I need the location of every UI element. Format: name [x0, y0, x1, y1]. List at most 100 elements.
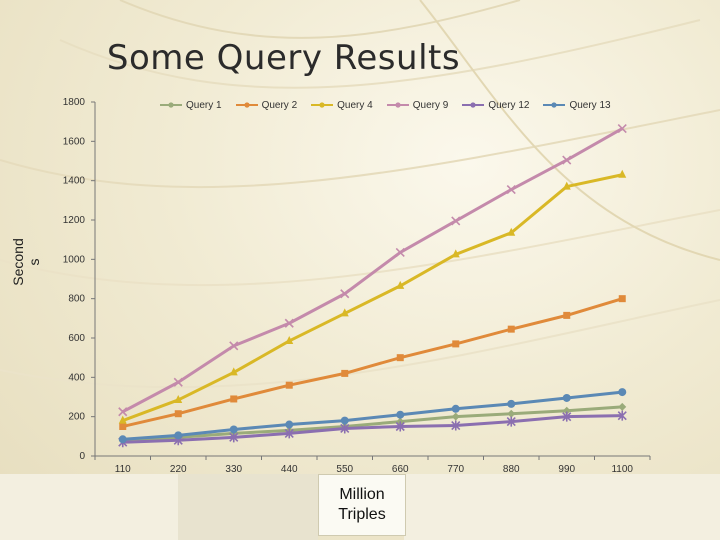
legend-item: Query 1: [160, 100, 222, 111]
data-point: [618, 295, 626, 303]
data-point: [507, 399, 516, 408]
data-point: [507, 409, 516, 418]
y-tick-label: 1400: [63, 176, 86, 187]
legend-swatch: [235, 102, 258, 108]
x-tick-label: 880: [503, 464, 520, 475]
data-point: [451, 216, 461, 226]
data-point: [173, 377, 183, 387]
data-point: [562, 181, 571, 190]
legend-label: Query 9: [412, 99, 449, 111]
x-tick-label: 660: [392, 464, 409, 475]
data-point: [562, 155, 572, 165]
series-line: [122, 127, 623, 414]
data-point: [396, 280, 405, 289]
y-tick-label: 600: [68, 333, 85, 344]
x-axis-label-box: Million Triples: [318, 474, 406, 536]
legend-swatch: [386, 102, 409, 108]
data-point: [340, 423, 350, 434]
legend-label: Query 2: [261, 99, 298, 111]
data-point: [118, 407, 128, 417]
data-point: [563, 311, 571, 319]
y-tick-label: 1200: [63, 215, 86, 226]
data-point: [452, 340, 460, 348]
footer-band-left: [0, 474, 178, 540]
data-point: [341, 369, 349, 377]
data-point: [284, 318, 294, 328]
legend-swatch: [543, 102, 566, 108]
y-tick-label: 1600: [63, 136, 86, 147]
data-point: [451, 412, 460, 421]
data-point: [562, 411, 572, 422]
legend-item: Query 9: [386, 99, 449, 111]
x-tick-label: 330: [225, 464, 242, 475]
data-point: [118, 435, 127, 444]
chart-legend: Query 1 Query 2 Query 4 Query 9 Query 12 Quer…: [160, 97, 611, 113]
x-tick-label: 110: [115, 464, 131, 475]
data-point: [285, 381, 293, 389]
legend-swatch: [160, 102, 182, 108]
legend-swatch: [462, 102, 485, 108]
slide-title: Some Query Results: [106, 38, 461, 78]
legend-item: Query 2: [235, 99, 298, 111]
legend-item: Query 4: [311, 100, 373, 111]
y-tick-label: 800: [68, 294, 85, 305]
data-point: [285, 420, 294, 429]
legend-swatch: [311, 102, 334, 108]
footer-band-middle: [178, 474, 318, 540]
data-point: [174, 431, 183, 440]
data-point: [396, 410, 405, 419]
x-tick-label: 550: [336, 464, 353, 475]
data-point: [230, 395, 238, 403]
data-point: [506, 184, 516, 195]
data-point: [174, 394, 183, 403]
y-tick-label: 0: [79, 451, 85, 462]
series-line: [122, 414, 623, 444]
x-tick-label: 440: [281, 464, 298, 475]
x-axis-label: Million Triples: [319, 485, 405, 525]
legend-item: Query 12: [462, 100, 529, 111]
x-tick-label: 220: [170, 464, 187, 475]
data-point: [119, 423, 127, 430]
data-point: [562, 406, 571, 415]
series-line: [122, 390, 623, 441]
legend-label: Query 12: [488, 99, 530, 111]
data-point: [174, 410, 182, 418]
data-point: [618, 388, 627, 397]
data-point: [617, 410, 627, 421]
data-point: [451, 420, 461, 431]
data-point: [118, 415, 127, 424]
data-point: [507, 227, 516, 236]
data-point: [229, 367, 238, 376]
data-point: [229, 432, 239, 443]
x-axis-label-line: Million: [339, 486, 385, 503]
data-point: [451, 404, 460, 413]
data-point: [618, 169, 627, 178]
data-point: [340, 416, 349, 425]
data-point: [285, 335, 294, 344]
data-point: [340, 289, 350, 299]
data-point: [395, 247, 405, 258]
data-point: [229, 425, 238, 434]
x-tick-label: 990: [558, 464, 575, 475]
legend-item: Query 13: [543, 99, 611, 111]
series-line: [122, 173, 623, 423]
legend-label: Query 1: [186, 99, 222, 111]
y-tick-label: 200: [68, 412, 85, 423]
x-tick-label: 1100: [611, 464, 633, 475]
y-tick-label: 1000: [63, 254, 86, 265]
legend-label: Query 13: [569, 99, 611, 111]
data-point: [618, 402, 627, 411]
data-point: [562, 393, 571, 402]
data-point: [340, 308, 349, 317]
legend-label: Query 4: [337, 99, 373, 111]
data-point: [507, 325, 515, 333]
x-tick-label: 770: [447, 464, 464, 475]
data-point: [451, 249, 460, 258]
data-point: [506, 416, 516, 427]
data-point: [229, 341, 239, 351]
series-line: [122, 405, 623, 442]
data-point: [396, 354, 404, 362]
